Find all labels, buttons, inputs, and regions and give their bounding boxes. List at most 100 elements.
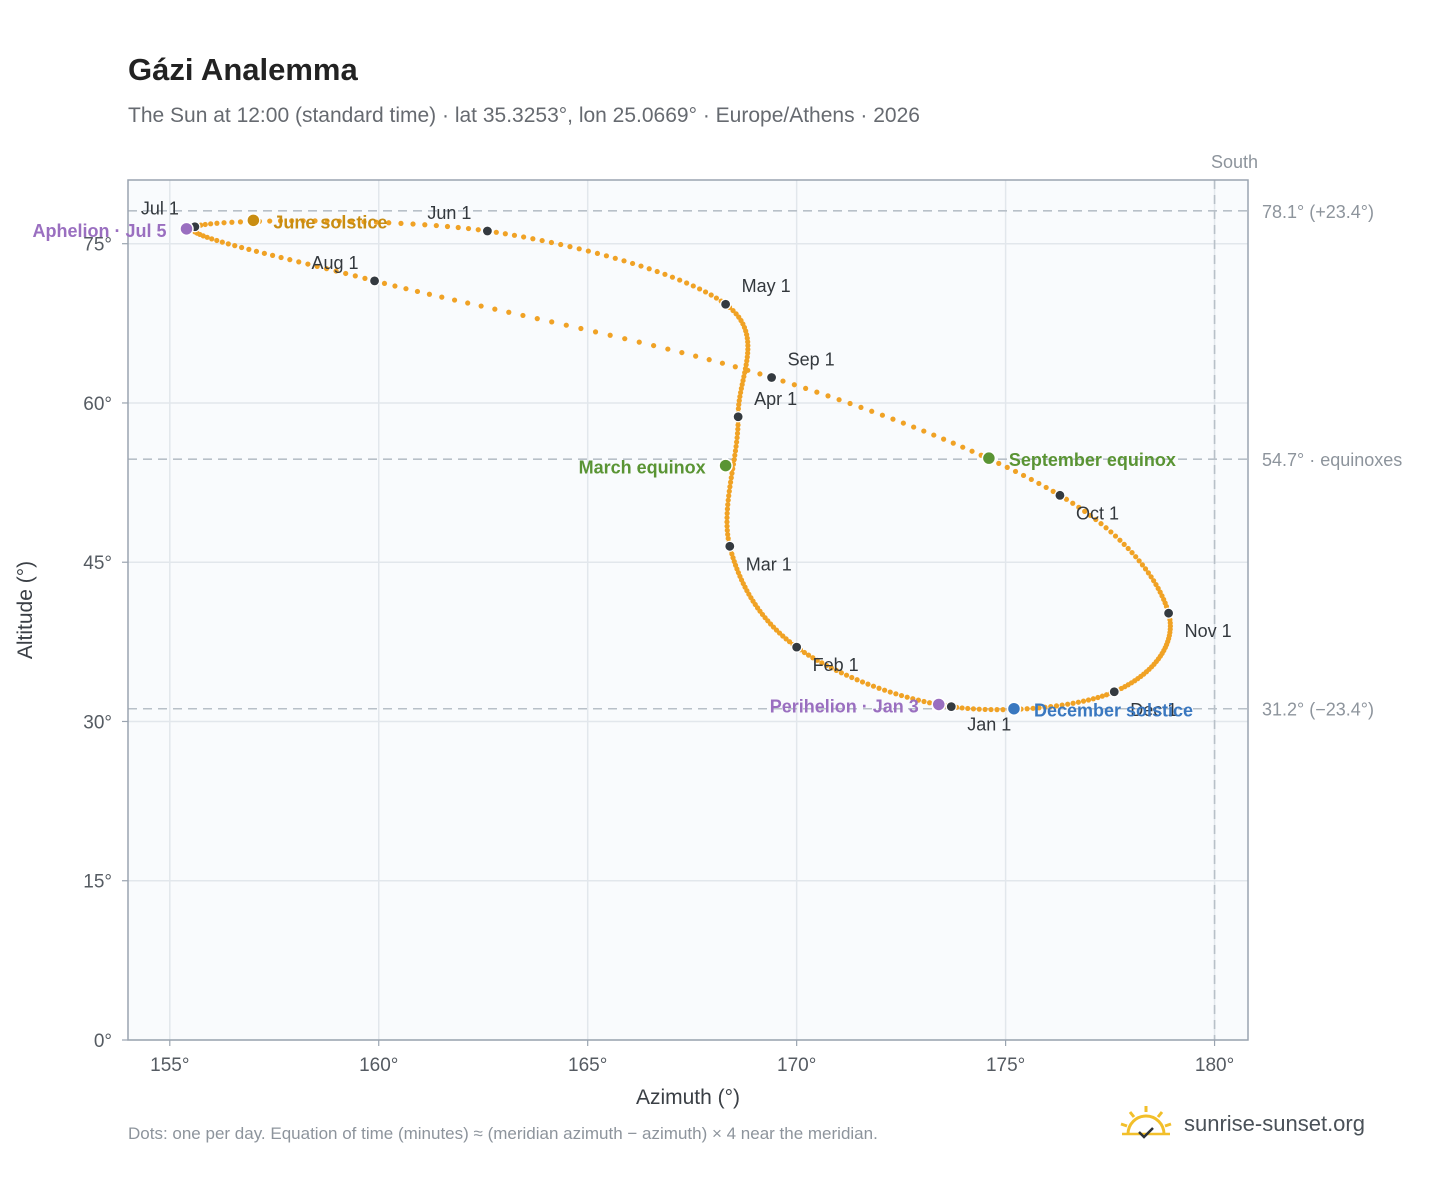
daily-dot xyxy=(506,309,512,315)
daily-dot xyxy=(361,219,367,225)
x-axis-ticks: 155° 160° 165° 170° 175° 180° xyxy=(150,1040,1234,1076)
daily-dot xyxy=(373,219,380,225)
month-marker xyxy=(368,275,381,287)
daily-dot xyxy=(567,244,573,250)
daily-dot xyxy=(915,697,922,703)
daily-dot xyxy=(1142,566,1149,572)
daily-dot xyxy=(887,689,893,695)
month-label: Dec 1 xyxy=(1130,700,1177,720)
sun-logo-icon xyxy=(1120,1106,1172,1139)
daily-dot xyxy=(959,705,965,711)
daily-dot xyxy=(1085,697,1092,703)
daily-dot xyxy=(1148,574,1154,580)
daily-dot xyxy=(578,325,584,332)
daily-dot xyxy=(819,660,825,666)
daily-dot xyxy=(996,460,1002,466)
daily-dot xyxy=(451,297,458,303)
daily-dot xyxy=(455,224,461,231)
daily-dot xyxy=(744,354,750,360)
y-tick-label: 45° xyxy=(83,553,112,574)
daily-dot xyxy=(219,239,225,245)
daily-dot xyxy=(336,218,342,224)
month-marker xyxy=(945,701,957,713)
daily-dot xyxy=(931,432,937,438)
daily-dot xyxy=(300,218,306,224)
daily-dot xyxy=(312,218,318,224)
daily-dot xyxy=(780,378,786,384)
x-axis-label: Azimuth (°) xyxy=(636,1086,740,1109)
daily-dot xyxy=(349,218,355,225)
daily-dot xyxy=(669,274,676,280)
month-marker xyxy=(1108,686,1120,698)
daily-dot xyxy=(592,329,599,335)
daily-dot xyxy=(859,679,866,685)
y-tick-label: 75° xyxy=(83,235,112,256)
daily-dot xyxy=(1099,693,1105,699)
daily-dot xyxy=(1053,703,1060,709)
daily-dot xyxy=(677,277,683,283)
x-tick-label: 170° xyxy=(777,1055,816,1076)
event-label: September equinox xyxy=(1009,450,1176,470)
daily-dot xyxy=(1151,578,1157,584)
daily-dot xyxy=(576,246,582,252)
daily-dot xyxy=(702,289,709,295)
daily-dot xyxy=(732,364,738,370)
month-marker xyxy=(720,298,732,310)
month-label: May 1 xyxy=(742,276,791,296)
chart-title: Gázi Analemma xyxy=(128,52,358,87)
daily-dot xyxy=(1024,706,1030,712)
daily-dot xyxy=(324,218,330,224)
daily-dot xyxy=(403,286,409,292)
daily-dot xyxy=(1036,705,1042,711)
daily-dot xyxy=(724,515,730,521)
daily-dot xyxy=(696,286,703,292)
daily-dot xyxy=(662,271,668,277)
daily-dot xyxy=(814,657,820,663)
daily-dot xyxy=(1103,525,1109,531)
event-marker xyxy=(718,458,733,473)
daily-dot xyxy=(1004,464,1010,470)
daily-dot xyxy=(726,488,732,494)
daily-dot xyxy=(729,470,735,476)
daily-dot xyxy=(296,259,302,265)
month-label: Feb 1 xyxy=(813,655,859,675)
daily-dot xyxy=(636,339,642,345)
month-label: Apr 1 xyxy=(754,389,797,409)
daily-dot xyxy=(734,435,740,441)
daily-dot xyxy=(921,428,927,434)
daily-dot xyxy=(735,406,741,412)
daily-dot xyxy=(343,270,349,277)
event-marker xyxy=(246,213,261,228)
daily-dot xyxy=(988,706,994,713)
daily-dot xyxy=(202,221,208,228)
daily-dot xyxy=(1082,508,1088,514)
daily-dot xyxy=(1087,512,1093,519)
y-tick-label: 15° xyxy=(83,872,112,893)
daily-dot xyxy=(730,307,736,314)
x-tick-label: 160° xyxy=(359,1055,398,1076)
daily-dot xyxy=(741,373,747,380)
daily-dot xyxy=(737,393,743,400)
brand[interactable]: sunrise-sunset.org xyxy=(1120,1102,1365,1146)
daily-dot xyxy=(828,665,834,671)
daily-dot xyxy=(965,705,971,712)
daily-dot xyxy=(733,443,739,450)
month-label: Oct 1 xyxy=(1076,503,1119,523)
month-marker xyxy=(724,540,736,552)
analemma-path xyxy=(190,218,1173,713)
y-axis-ticks: 0° 15° 30° 45° 60° 75° xyxy=(83,235,128,1052)
daily-dot xyxy=(352,273,358,279)
month-label: Mar 1 xyxy=(746,554,792,574)
daily-dot xyxy=(726,493,732,499)
daily-dot xyxy=(314,263,320,269)
daily-dot xyxy=(493,229,499,235)
daily-dot xyxy=(214,220,220,226)
daily-dot xyxy=(876,685,882,691)
daily-dot xyxy=(869,408,875,414)
daily-dot xyxy=(833,667,839,673)
event-label: June solstice xyxy=(273,212,387,232)
daily-dot xyxy=(838,670,844,676)
event-marker xyxy=(179,221,194,237)
daily-dot xyxy=(745,367,751,373)
daily-dot xyxy=(969,448,975,454)
